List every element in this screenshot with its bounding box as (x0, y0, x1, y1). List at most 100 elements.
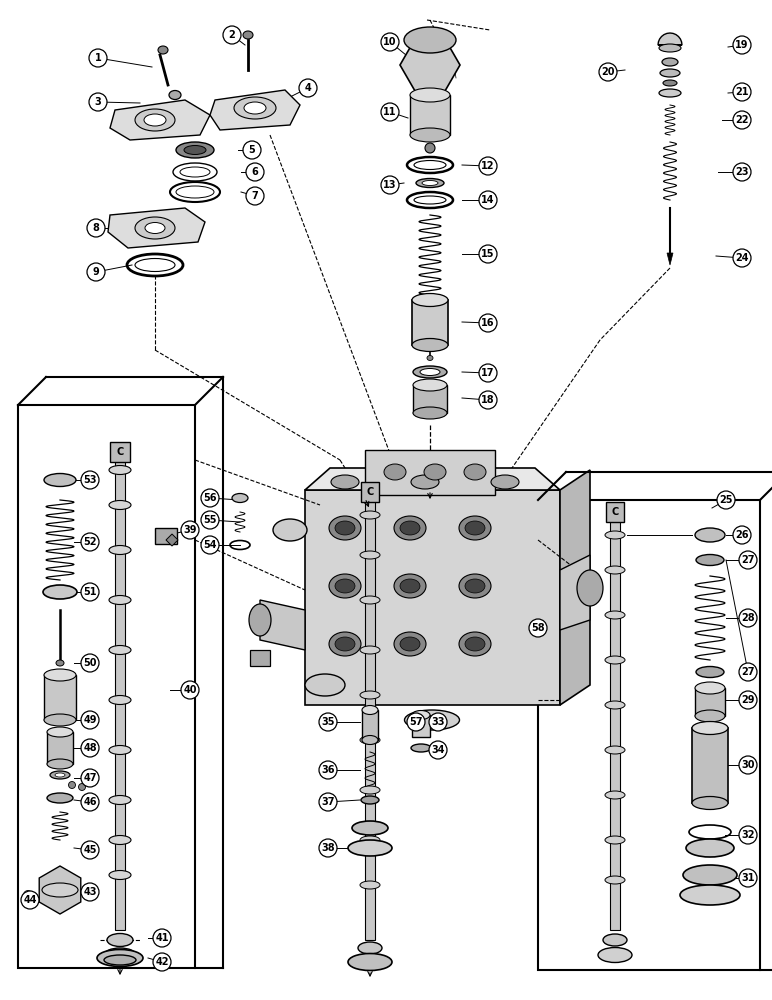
Ellipse shape (109, 796, 131, 804)
Text: 8: 8 (93, 223, 100, 233)
Circle shape (733, 249, 751, 267)
Ellipse shape (360, 646, 380, 654)
Text: 23: 23 (735, 167, 749, 177)
Circle shape (81, 769, 99, 787)
Polygon shape (400, 39, 460, 91)
Circle shape (733, 36, 751, 54)
Ellipse shape (400, 637, 420, 651)
Ellipse shape (422, 180, 438, 186)
Polygon shape (110, 100, 210, 140)
Ellipse shape (329, 632, 361, 656)
Text: 14: 14 (481, 195, 495, 205)
Circle shape (201, 511, 219, 529)
Ellipse shape (329, 574, 361, 598)
Circle shape (81, 793, 99, 811)
Ellipse shape (109, 836, 131, 844)
Circle shape (81, 739, 99, 757)
Ellipse shape (394, 632, 426, 656)
Text: 46: 46 (83, 797, 96, 807)
Text: 56: 56 (203, 493, 217, 503)
Circle shape (429, 713, 447, 731)
Text: C: C (611, 507, 618, 517)
Bar (361, 482, 379, 502)
Text: 52: 52 (83, 537, 96, 547)
Ellipse shape (273, 519, 307, 541)
Circle shape (201, 536, 219, 554)
Text: 10: 10 (383, 37, 397, 47)
Ellipse shape (405, 710, 459, 730)
Ellipse shape (56, 660, 64, 666)
Ellipse shape (605, 531, 625, 539)
Ellipse shape (43, 585, 77, 599)
Ellipse shape (109, 870, 131, 880)
Ellipse shape (605, 791, 625, 799)
Ellipse shape (696, 554, 724, 566)
Text: 29: 29 (741, 695, 755, 705)
Ellipse shape (184, 145, 206, 154)
Text: 4: 4 (305, 83, 311, 93)
Bar (115, 460, 125, 930)
Circle shape (153, 953, 171, 971)
Ellipse shape (695, 528, 725, 542)
Ellipse shape (47, 793, 73, 803)
Circle shape (739, 609, 757, 627)
Text: 6: 6 (252, 167, 259, 177)
Text: 7: 7 (252, 191, 259, 201)
Text: 12: 12 (481, 161, 495, 171)
Ellipse shape (335, 579, 355, 593)
Text: 13: 13 (383, 180, 397, 190)
Polygon shape (560, 555, 590, 630)
Polygon shape (560, 470, 590, 705)
Text: 48: 48 (83, 743, 96, 753)
Text: 51: 51 (83, 587, 96, 597)
Text: 32: 32 (741, 830, 755, 840)
Ellipse shape (410, 88, 450, 102)
Bar (47, 732, 73, 764)
Ellipse shape (244, 102, 266, 114)
Circle shape (529, 619, 547, 637)
Text: 36: 36 (321, 765, 335, 775)
Circle shape (87, 219, 105, 237)
Text: 28: 28 (741, 613, 755, 623)
Text: 53: 53 (83, 475, 96, 485)
Ellipse shape (410, 128, 450, 142)
Circle shape (733, 526, 751, 544)
Ellipse shape (44, 669, 76, 681)
Ellipse shape (412, 338, 448, 352)
Ellipse shape (354, 955, 386, 969)
Ellipse shape (598, 948, 632, 962)
Text: 2: 2 (229, 30, 235, 40)
Circle shape (81, 533, 99, 551)
Ellipse shape (135, 109, 175, 131)
Ellipse shape (97, 950, 143, 966)
Bar (362, 710, 378, 740)
Ellipse shape (400, 579, 420, 593)
Ellipse shape (69, 782, 76, 788)
Circle shape (81, 583, 99, 601)
Text: 25: 25 (720, 495, 733, 505)
Text: 54: 54 (203, 540, 217, 550)
Text: 21: 21 (735, 87, 749, 97)
Ellipse shape (411, 744, 431, 752)
Ellipse shape (109, 500, 131, 510)
Ellipse shape (348, 840, 392, 856)
Ellipse shape (360, 551, 380, 559)
Circle shape (739, 756, 757, 774)
Ellipse shape (104, 955, 136, 965)
Polygon shape (667, 253, 673, 265)
Ellipse shape (360, 736, 380, 744)
Text: 50: 50 (83, 658, 96, 668)
Circle shape (243, 141, 261, 159)
Ellipse shape (107, 934, 133, 946)
Bar (692, 728, 728, 803)
Circle shape (153, 929, 171, 947)
Ellipse shape (605, 836, 625, 844)
Ellipse shape (605, 566, 625, 574)
Ellipse shape (361, 796, 379, 804)
Circle shape (381, 33, 399, 51)
Ellipse shape (352, 821, 388, 835)
Circle shape (81, 654, 99, 672)
Ellipse shape (335, 637, 355, 651)
Ellipse shape (660, 69, 680, 77)
Ellipse shape (459, 632, 491, 656)
